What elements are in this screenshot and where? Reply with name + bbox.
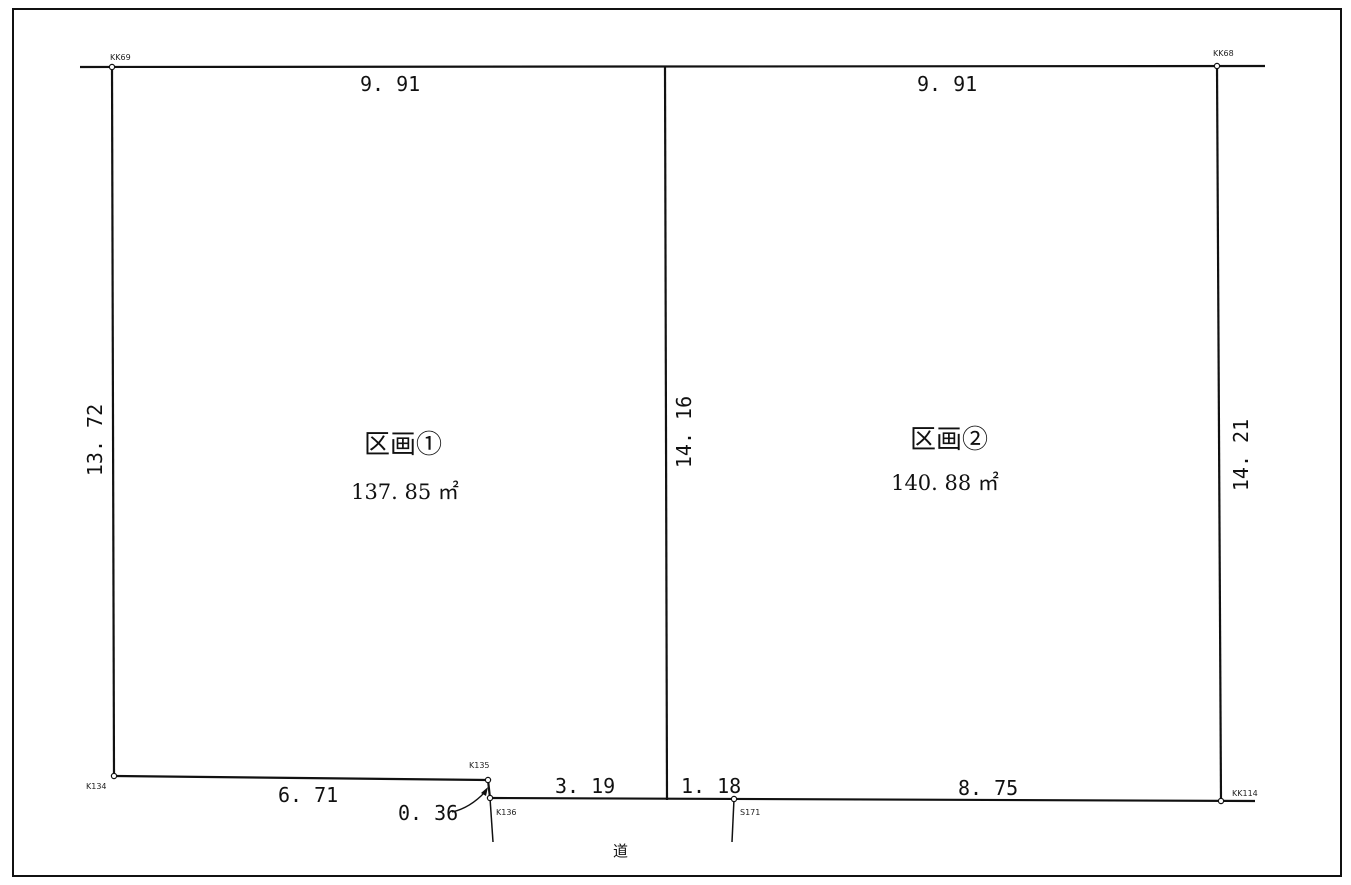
offset-arrowhead xyxy=(481,787,488,796)
point-k136 xyxy=(486,794,494,802)
offset-leader xyxy=(451,787,488,813)
label-kk68: KK68 xyxy=(1213,49,1234,58)
road-tick-left xyxy=(489,797,494,843)
dim-middle: 14. 16 xyxy=(672,396,696,468)
lot-1-area: 137. 85 ㎡ xyxy=(351,480,459,504)
point-k135 xyxy=(484,776,492,784)
dim-offset: 0. 36 xyxy=(398,801,458,825)
lot-boundaries xyxy=(79,64,1266,803)
drawing-frame xyxy=(12,8,1342,877)
lot-2-area: 140. 88 ㎡ xyxy=(891,471,999,495)
road-tick-right xyxy=(731,798,735,843)
dimension-labels: 9. 91 9. 91 13. 72 14. 16 14. 21 6. 71 0… xyxy=(83,72,1253,825)
middle-boundary-line xyxy=(663,66,669,801)
dim-top-right: 9. 91 xyxy=(917,72,977,96)
dim-right: 14. 21 xyxy=(1229,419,1253,491)
dim-bottom-left: 6. 71 xyxy=(278,783,338,807)
dim-bottom-short: 1. 18 xyxy=(681,774,741,798)
point-s171 xyxy=(730,795,738,803)
right-boundary-line xyxy=(1215,65,1223,802)
lot-2-name: 区画② xyxy=(910,425,988,455)
label-kk114: KK114 xyxy=(1232,789,1258,798)
point-kk69 xyxy=(108,63,116,71)
point-kk114 xyxy=(1217,797,1225,805)
dim-bottom-mid: 3. 19 xyxy=(555,774,615,798)
lot-labels: 区画① 137. 85 ㎡ 区画② 140. 88 ㎡ xyxy=(351,425,999,504)
label-kk69: KK69 xyxy=(110,53,131,62)
point-k134 xyxy=(110,772,118,780)
label-s171: S171 xyxy=(740,808,760,817)
survey-point-labels: KK69 KK68 K134 K135 K136 S171 KK114 xyxy=(86,49,1258,817)
dim-left: 13. 72 xyxy=(83,404,107,476)
offset-leader-line xyxy=(451,791,486,813)
label-k134: K134 xyxy=(86,782,107,791)
top-boundary-line xyxy=(79,64,1266,69)
dim-bottom-right: 8. 75 xyxy=(958,776,1018,800)
left-boundary-line xyxy=(110,66,116,777)
bottom-right-boundary-line xyxy=(489,796,1256,803)
label-k136: K136 xyxy=(496,808,517,817)
road-label: 道 xyxy=(613,842,628,860)
lot-1-name: 区画① xyxy=(364,430,442,460)
survey-points xyxy=(108,62,1225,805)
road-edge-ticks xyxy=(489,797,735,843)
label-k135: K135 xyxy=(469,761,490,770)
bottom-left-boundary-line xyxy=(113,774,489,782)
dim-top-left: 9. 91 xyxy=(360,72,420,96)
point-kk68 xyxy=(1213,62,1221,70)
